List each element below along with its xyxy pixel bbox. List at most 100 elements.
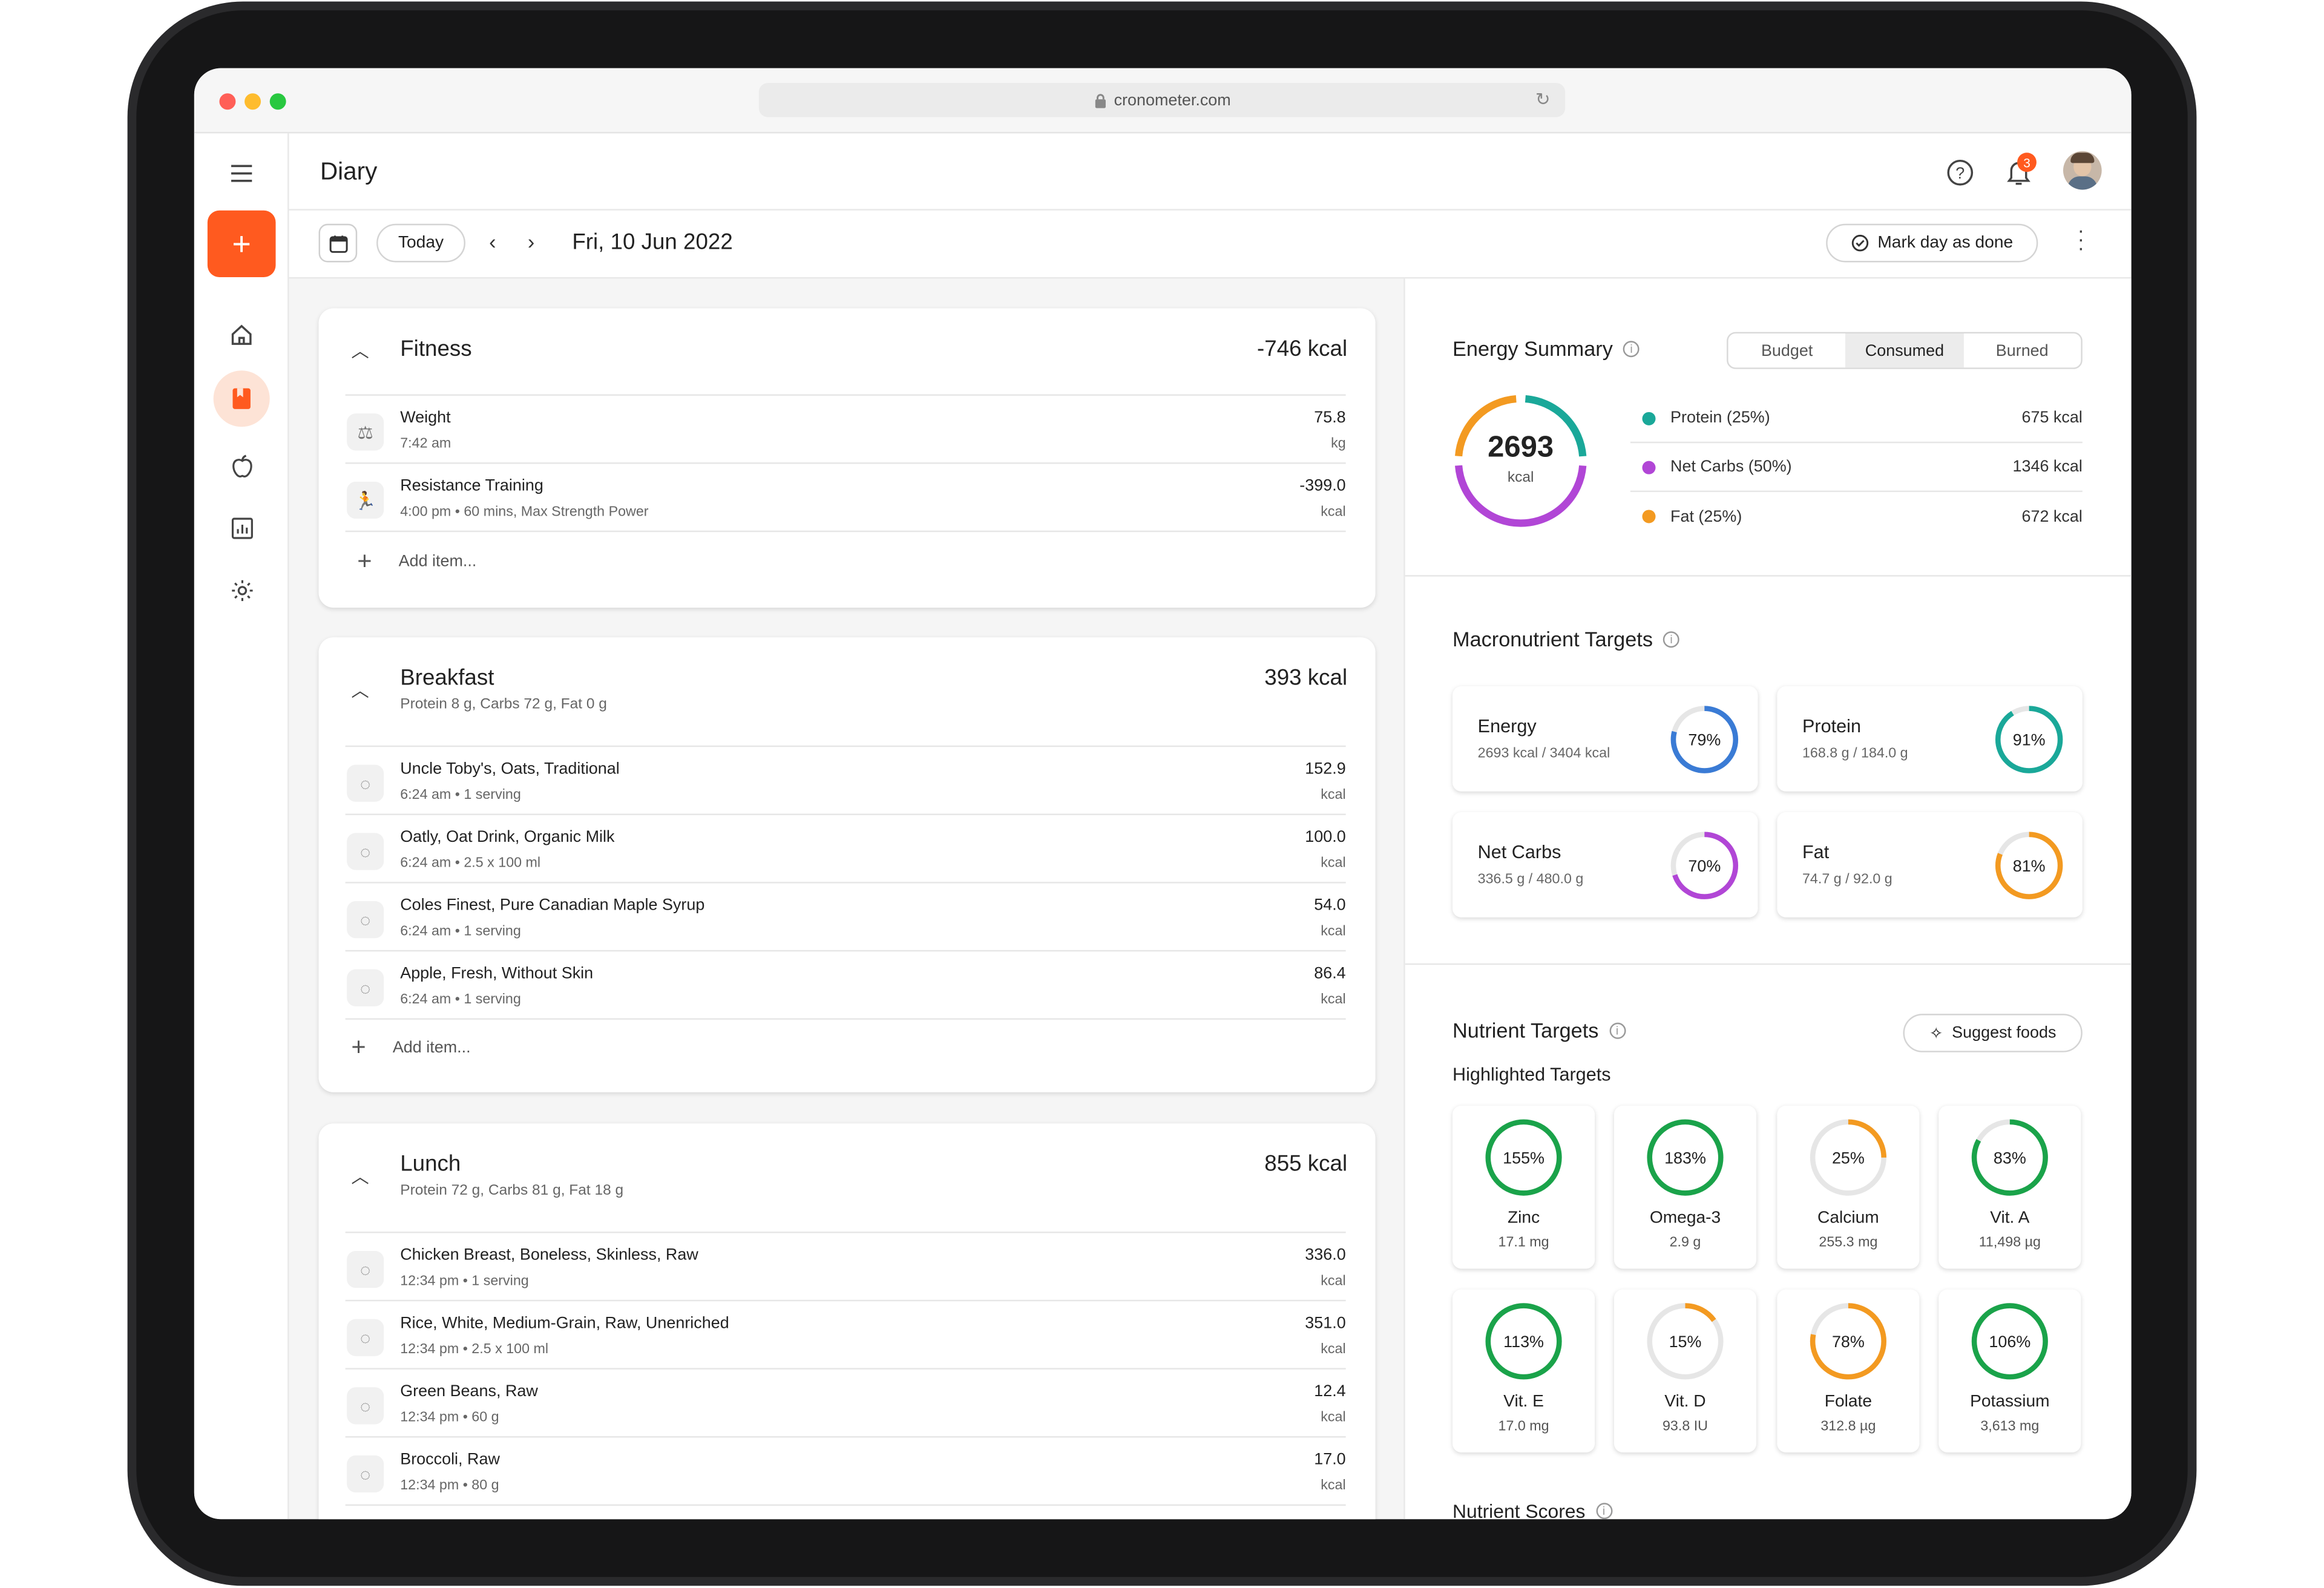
apple-icon: ◌ bbox=[347, 1387, 384, 1425]
nutrient-name: Vit. E bbox=[1503, 1393, 1544, 1411]
trends-chart-icon[interactable] bbox=[224, 510, 260, 545]
address-bar[interactable]: cronometer.com ↻ bbox=[758, 83, 1566, 117]
maximize-window-icon[interactable] bbox=[269, 93, 286, 110]
home-icon[interactable] bbox=[224, 317, 260, 353]
list-item[interactable]: ◌ Coles Finest, Pure Canadian Maple Syru… bbox=[345, 882, 1346, 950]
ring-progress bbox=[1810, 1303, 1886, 1380]
target-card-energy[interactable]: Energy 2693 kcal / 3404 kcal 79% bbox=[1452, 686, 1758, 792]
progress-ring: 113% bbox=[1485, 1303, 1562, 1380]
progress-label: 183% bbox=[1664, 1149, 1706, 1167]
progress-ring: 15% bbox=[1647, 1303, 1724, 1380]
item-unit: kcal bbox=[1321, 991, 1346, 1008]
tab-budget[interactable]: Budget bbox=[1761, 341, 1813, 359]
reload-icon[interactable]: ↻ bbox=[1535, 88, 1551, 110]
suggest-foods-label: Suggest foods bbox=[1952, 1024, 2056, 1042]
nutrient-name: Calcium bbox=[1817, 1209, 1879, 1227]
list-item[interactable]: 🏃 Resistance Training 4:00 pm • 60 mins,… bbox=[345, 462, 1346, 531]
more-options-icon[interactable]: · · · bbox=[2077, 218, 2085, 260]
progress-label: 70% bbox=[1688, 857, 1721, 875]
target-card-net-carbs[interactable]: Net Carbs 336.5 g / 480.0 g 70% bbox=[1452, 812, 1758, 917]
calendar-button[interactable] bbox=[318, 223, 358, 263]
foods-apple-icon[interactable] bbox=[224, 448, 260, 484]
macro-row-fat: Fat (25%) 672 kcal bbox=[1630, 492, 2083, 541]
target-card-fat[interactable]: Fat 74.7 g / 92.0 g 81% bbox=[1777, 812, 2083, 917]
progress-ring: 81% bbox=[1995, 832, 2063, 899]
nutrient-name: Zinc bbox=[1507, 1209, 1540, 1227]
nutrient-card-potassium[interactable]: 106% Potassium 3,613 mg bbox=[1938, 1289, 2081, 1453]
list-item[interactable]: ◌ Apple, Fresh, Without Skin 6:24 am • 1… bbox=[345, 950, 1346, 1019]
macro-value: 672 kcal bbox=[2021, 507, 2083, 526]
help-icon[interactable]: ? bbox=[1946, 159, 1975, 194]
summary-column: Energy Summary i Budget Consumed Burned … bbox=[1403, 278, 2132, 1520]
minimize-window-icon[interactable] bbox=[245, 93, 261, 110]
list-item[interactable]: ◌ Oatly, Oat Drink, Organic Milk 6:24 am… bbox=[345, 813, 1346, 882]
item-unit: kg bbox=[1331, 436, 1346, 452]
lunch-title: Lunch bbox=[400, 1151, 461, 1177]
nutrient-card-calcium[interactable]: 25% Calcium 255.3 mg bbox=[1777, 1105, 1920, 1269]
plus-icon: + bbox=[232, 225, 251, 262]
ring-progress bbox=[1485, 1303, 1562, 1380]
info-icon[interactable]: i bbox=[1663, 631, 1680, 647]
collapse-chevron-icon[interactable]: ︿ bbox=[351, 1166, 369, 1187]
info-icon[interactable]: i bbox=[1623, 340, 1640, 356]
add-item-label: Add item... bbox=[392, 1038, 471, 1057]
apple-icon: ◌ bbox=[347, 764, 384, 802]
lunch-macros: Protein 72 g, Carbs 81 g, Fat 18 g bbox=[400, 1183, 624, 1199]
add-entry-button[interactable]: + bbox=[207, 210, 276, 277]
menu-icon[interactable] bbox=[224, 156, 260, 191]
energy-segment bbox=[1454, 395, 1587, 527]
next-day-icon[interactable]: › bbox=[527, 229, 535, 254]
top-bar: Diary ? 3 bbox=[289, 133, 2132, 211]
list-item[interactable]: ◌ Broccoli, Raw 12:34 pm • 80 g 17.0 kca… bbox=[345, 1436, 1346, 1504]
list-item[interactable]: ◌ Green Beans, Raw 12:34 pm • 60 g 12.4 … bbox=[345, 1368, 1346, 1436]
diary-icon[interactable] bbox=[224, 381, 260, 416]
apple-icon: ◌ bbox=[347, 969, 384, 1006]
nutrient-card-omega-3[interactable]: 183% Omega-3 2.9 g bbox=[1613, 1105, 1757, 1269]
info-icon[interactable]: i bbox=[1595, 1503, 1612, 1520]
tab-burned[interactable]: Burned bbox=[1995, 341, 2049, 359]
nutrient-card-folate[interactable]: 78% Folate 312.8 µg bbox=[1777, 1289, 1920, 1453]
notification-badge: 3 bbox=[2017, 153, 2037, 172]
nutrient-targets-heading: Nutrient Targets i bbox=[1452, 1018, 1626, 1042]
nutrient-value: 17.1 mg bbox=[1498, 1235, 1549, 1251]
collapse-chevron-icon[interactable]: ︿ bbox=[351, 680, 369, 701]
nutrient-card-vit-e[interactable]: 113% Vit. E 17.0 mg bbox=[1452, 1289, 1595, 1453]
list-item[interactable]: ⚖ Weight 7:42 am 75.8 kg bbox=[345, 394, 1346, 462]
ring-progress bbox=[1995, 706, 2063, 773]
settings-gear-icon[interactable] bbox=[224, 572, 260, 608]
list-item[interactable]: ◌ Chicken Breast, Boneless, Skinless, Ra… bbox=[345, 1232, 1346, 1300]
close-window-icon[interactable] bbox=[219, 93, 236, 110]
add-item-button[interactable]: + Add item... bbox=[351, 1033, 470, 1063]
today-button[interactable]: Today bbox=[376, 223, 465, 263]
collapse-chevron-icon[interactable]: ︿ bbox=[351, 341, 369, 362]
plus-icon: + bbox=[357, 546, 372, 576]
diary-column: ︿ Fitness -746 kcal ⚖ Weight 7:42 am 75.… bbox=[289, 278, 1404, 1520]
energy-unit: kcal bbox=[1507, 470, 1534, 487]
progress-label: 25% bbox=[1832, 1149, 1865, 1167]
item-meta: 12:34 pm • 1 serving bbox=[400, 1273, 529, 1290]
item-meta: 12:34 pm • 2.5 x 100 ml bbox=[400, 1341, 549, 1358]
nutrient-value: 255.3 mg bbox=[1819, 1235, 1878, 1251]
nutrient-card-vit-a[interactable]: 83% Vit. A 11,498 µg bbox=[1938, 1105, 2081, 1269]
item-value: 100.0 bbox=[1305, 828, 1346, 847]
list-item[interactable]: ◌ Uncle Toby's, Oats, Traditional 6:24 a… bbox=[345, 745, 1346, 814]
item-name: Chicken Breast, Boneless, Skinless, Raw bbox=[400, 1246, 698, 1264]
ring-progress bbox=[1670, 706, 1739, 773]
progress-ring: 183% bbox=[1647, 1119, 1724, 1196]
ring-progress bbox=[1995, 832, 2063, 899]
suggest-foods-button[interactable]: ✧ Suggest foods bbox=[1903, 1014, 2083, 1052]
nutrient-card-zinc[interactable]: 155% Zinc 17.1 mg bbox=[1452, 1105, 1595, 1269]
item-name: Rice, White, Medium-Grain, Raw, Unenrich… bbox=[400, 1314, 729, 1333]
tab-consumed[interactable]: Consumed bbox=[1845, 333, 1964, 368]
lock-icon bbox=[1094, 93, 1105, 108]
avatar[interactable] bbox=[2063, 151, 2102, 190]
fitness-title: Fitness bbox=[400, 336, 472, 362]
mark-day-done-button[interactable]: Mark day as done bbox=[1826, 223, 2038, 263]
list-item[interactable]: ◌ Rice, White, Medium-Grain, Raw, Unenri… bbox=[345, 1299, 1346, 1368]
previous-day-icon[interactable]: ‹ bbox=[489, 229, 496, 254]
nutrient-card-vit-d[interactable]: 15% Vit. D 93.8 IU bbox=[1613, 1289, 1757, 1453]
add-item-button[interactable]: + Add item... bbox=[357, 547, 476, 577]
target-card-protein[interactable]: Protein 168.8 g / 184.0 g 91% bbox=[1777, 686, 2083, 792]
info-icon[interactable]: i bbox=[1609, 1022, 1626, 1038]
plus-icon: + bbox=[351, 1032, 366, 1061]
